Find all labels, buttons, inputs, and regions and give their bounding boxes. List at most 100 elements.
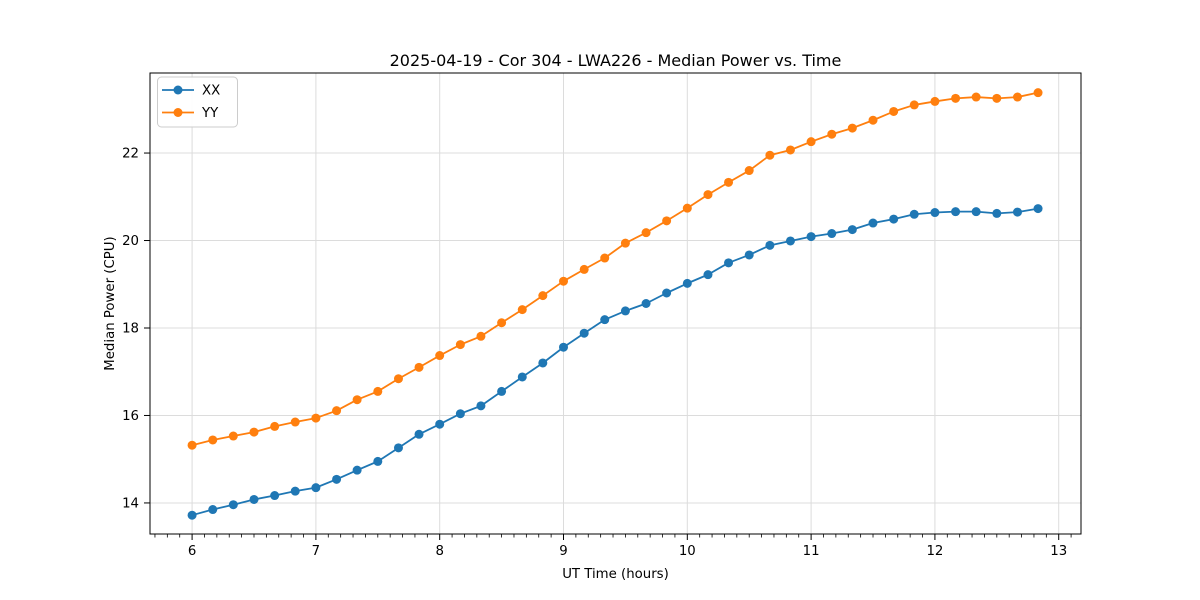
chart-title: 2025-04-19 - Cor 304 - LWA226 - Median P… [390,51,842,70]
series-yy-marker [290,417,300,427]
series-yy-marker [393,374,403,384]
series-xx-marker [930,208,940,218]
series-xx-marker [208,505,218,515]
series-yy-marker [703,190,713,200]
x-tick-label: 9 [559,544,567,559]
series-xx-marker [332,474,342,484]
series-yy-marker [208,435,218,445]
series-yy-marker [373,386,383,396]
series-xx-marker [992,208,1002,218]
legend-marker-sample [173,85,183,95]
series-xx-marker [703,270,713,280]
series-yy-marker [332,406,342,416]
series-xx-marker [951,207,961,217]
series-xx-marker [909,209,919,219]
series-xx-marker [868,218,878,228]
y-tick-label: 16 [122,409,139,424]
axes-layer: 6 7 8 9 10 11 12 13 14 16 18 20 22 [122,72,1082,559]
series-yy-marker [930,96,940,106]
series-xx-marker [270,491,280,501]
series-yy-marker [827,129,837,139]
series-xx-marker [682,278,692,288]
series-yy-marker [435,351,445,361]
series-xx-marker [806,232,816,242]
series-yy-marker [889,106,899,116]
series-xx-marker [1012,207,1022,217]
series-xx-marker [435,419,445,429]
grid-layer [150,73,1081,534]
series-xx-marker [187,510,197,520]
series-xx-marker [620,306,630,316]
series-xx-marker [538,358,548,368]
series-yy-marker [311,413,321,423]
series-xx-marker [393,443,403,453]
series-yy-marker [497,318,507,328]
legend-box [157,76,238,128]
x-tick-label: 11 [803,544,820,559]
legend-label-xx: XX [202,84,220,99]
series-yy-marker [765,150,775,160]
series-xx-marker [249,494,259,504]
y-tick-label: 22 [122,147,139,162]
series-layer [187,88,1043,520]
series-xx-marker [724,258,734,268]
series-xx-marker [414,429,424,439]
series-yy-marker [868,115,878,125]
series-yy-marker [951,93,961,103]
series-yy-marker [187,440,197,450]
series-yy-marker [1012,92,1022,102]
series-yy-marker [414,362,424,372]
x-tick-label: 8 [435,544,443,559]
series-yy-marker [1033,88,1043,98]
series-xx-marker [1033,204,1043,214]
series-yy-marker [806,137,816,147]
series-xx-marker [765,240,775,250]
series-xx-marker [352,465,362,475]
series-yy-marker [847,123,857,133]
y-tick-label: 18 [122,322,139,337]
series-yy-marker [352,395,362,405]
series-yy-marker [455,340,465,350]
series-yy-marker [620,238,630,248]
series-xx-marker [517,372,527,382]
series-yy-marker [992,93,1002,103]
series-xx-marker [579,328,589,338]
x-axis-label: UT Time (hours) [562,567,669,582]
series-xx-marker [476,401,486,411]
series-yy-marker [270,421,280,431]
x-tick-label: 6 [188,544,196,559]
y-tick-label: 14 [122,497,139,512]
series-yy-marker [641,228,651,238]
legend-marker-sample [173,108,183,117]
series-yy-marker [785,145,795,155]
series-yy-marker [600,253,610,263]
series-xx-marker [641,299,651,308]
series-xx-marker [847,225,857,235]
series-yy-marker [744,166,754,176]
series-xx-marker [971,207,981,217]
legend: XX YY [157,76,238,128]
series-xx-marker [559,342,569,352]
series-xx-marker [662,288,672,298]
series-yy-marker [971,92,981,102]
series-yy-marker [909,100,919,110]
series-yy-marker [249,427,259,437]
series-xx-marker [311,483,321,493]
x-tick-label: 12 [926,544,943,559]
series-xx-marker [455,409,465,419]
series-xx-marker [827,229,837,239]
y-axis-label: Median Power (CPU) [103,236,118,370]
series-xx-marker [785,236,795,246]
series-xx-marker [497,386,507,396]
x-tick-label: 10 [679,544,696,559]
series-xx-marker [373,456,383,466]
series-yy-marker [559,276,569,286]
series-xx-marker [744,250,754,260]
x-tick-label: 13 [1050,544,1067,559]
y-tick-label: 20 [122,234,139,249]
series-xx-marker [228,500,238,510]
series-yy-marker [228,431,238,441]
x-tick-label: 7 [312,544,320,559]
series-xx-marker [889,214,899,224]
